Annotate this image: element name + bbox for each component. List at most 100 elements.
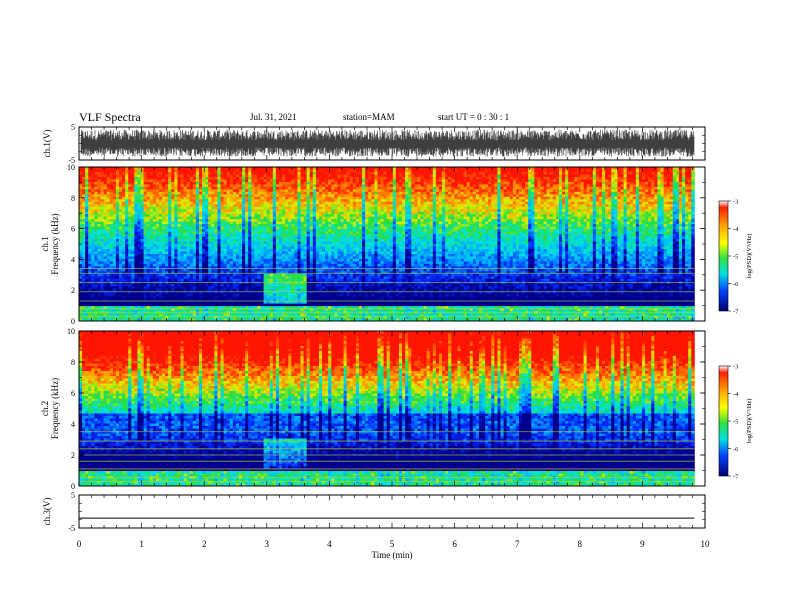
spectrogram-cell	[304, 219, 307, 222]
spectrogram-cell	[101, 259, 104, 262]
spectrogram-cell	[248, 219, 251, 222]
spectrogram-cell	[144, 256, 147, 259]
spectrogram-cell	[254, 224, 257, 227]
spectrogram-cell	[162, 207, 165, 210]
spectrogram-cell	[319, 182, 322, 185]
spectrogram-cell	[251, 227, 254, 230]
spectrogram-cell	[153, 219, 156, 222]
spectrogram-cell	[288, 174, 291, 177]
spectrogram-cell	[221, 209, 224, 212]
spectrogram-cell	[122, 264, 125, 267]
spectrogram-cell	[174, 229, 177, 232]
spectrogram-cell	[316, 271, 319, 274]
spectrogram-cell	[141, 199, 144, 202]
spectrogram-cell	[202, 194, 205, 197]
spectrogram-cell	[196, 279, 199, 282]
spectrogram-cell	[147, 209, 150, 212]
spectrogram-cell	[193, 237, 196, 240]
spectrogram-cell	[288, 217, 291, 220]
spectrogram-cell	[264, 179, 267, 182]
spectrogram-cell	[319, 212, 322, 215]
spectrogram-cell	[208, 261, 211, 264]
spectrogram-cell	[236, 187, 239, 190]
spectrogram-cell	[177, 182, 180, 185]
spectrogram-cell	[264, 174, 267, 177]
spectrogram-cell	[319, 237, 322, 240]
spectrogram-cell	[107, 229, 110, 232]
spectrogram-cell	[113, 174, 116, 177]
spectrogram-cell	[313, 197, 316, 200]
spectrogram-cell	[276, 189, 279, 192]
spectrogram-cell	[116, 189, 119, 192]
spectrogram-cell	[297, 224, 300, 227]
spectrogram-cell	[134, 264, 137, 267]
spectrogram-cell	[97, 234, 100, 237]
spectrogram-cell	[82, 182, 85, 185]
spectrogram-cell	[257, 249, 260, 252]
spectrogram-cell	[150, 237, 153, 240]
spectrogram-cell	[227, 217, 230, 220]
spectrogram-cell	[239, 209, 242, 212]
spectrogram-cell	[307, 304, 310, 307]
spectrogram-cell	[113, 169, 116, 172]
spectrogram-cell	[82, 251, 85, 254]
spectrogram-cell	[251, 286, 254, 289]
spectrogram-cell	[113, 187, 116, 190]
spectrogram-cell	[116, 259, 119, 262]
spectrogram-cell	[97, 227, 100, 230]
spectrogram-cell	[301, 177, 304, 180]
spectrogram-cell	[131, 212, 134, 215]
spectrogram-cell	[122, 286, 125, 289]
spectrogram-cell	[313, 234, 316, 237]
spectrogram-cell	[202, 271, 205, 274]
spectrogram-cell	[82, 199, 85, 202]
spectrogram-cell	[242, 227, 245, 230]
spectrogram-cell	[181, 276, 184, 279]
spectrogram-cell	[224, 246, 227, 249]
spectrogram-cell	[288, 219, 291, 222]
spectrogram-cell	[137, 256, 140, 259]
spectrogram-cell	[107, 197, 110, 200]
spectrogram-cell	[245, 197, 248, 200]
spectrogram-cell	[276, 259, 279, 262]
spectrogram-cell	[288, 204, 291, 207]
spectrogram-cell	[156, 304, 159, 307]
spectrogram-cell	[251, 174, 254, 177]
spectrogram-cell	[267, 304, 270, 307]
spectrogram-cell	[134, 194, 137, 197]
spectrogram-cell	[316, 179, 319, 182]
spectrogram-cell	[162, 294, 165, 297]
spectrogram-cell	[313, 172, 316, 175]
spectrogram-cell	[131, 256, 134, 259]
spectrogram-cell	[116, 202, 119, 205]
spectrogram-cell	[242, 261, 245, 264]
spectrogram-cell	[190, 261, 193, 264]
spectrogram-cell	[217, 222, 220, 225]
spectrogram-cell	[211, 177, 214, 180]
spectrogram-cell	[85, 286, 88, 289]
spectrogram-cell	[94, 177, 97, 180]
spectrogram-cell	[267, 246, 270, 249]
spectrogram-cell	[147, 199, 150, 202]
spectrogram-cell	[159, 244, 162, 247]
spectrogram-cell	[131, 217, 134, 220]
spectrogram-cell	[288, 264, 291, 267]
spectrogram-cell	[128, 276, 131, 279]
spectrogram-cell	[205, 234, 208, 237]
spectrogram-cell	[304, 204, 307, 207]
spectrogram-cell	[301, 229, 304, 232]
spectrogram-cell	[257, 304, 260, 307]
spectrogram-cell	[217, 219, 220, 222]
spectrogram-cell	[236, 179, 239, 182]
spectrogram-cell	[214, 174, 217, 177]
spectrogram-cell	[313, 271, 316, 274]
spectrogram-cell	[165, 184, 168, 187]
spectrogram-cell	[91, 219, 94, 222]
spectrogram-cell	[119, 294, 122, 297]
spectrogram-cell	[196, 202, 199, 205]
spectrogram-cell	[141, 187, 144, 190]
spectrogram-cell	[208, 229, 211, 232]
spectrogram-cell	[187, 254, 190, 257]
spectrogram-cell	[174, 187, 177, 190]
spectrogram-cell	[221, 294, 224, 297]
